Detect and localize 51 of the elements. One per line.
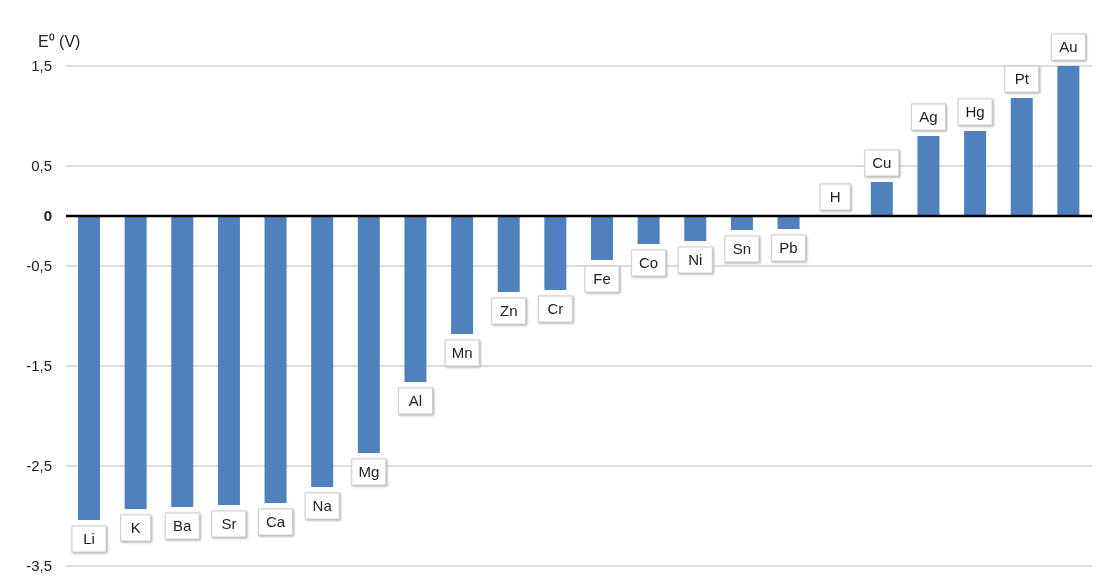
bar bbox=[404, 216, 427, 382]
bar bbox=[497, 216, 520, 292]
y-tick-label: 0,5 bbox=[31, 157, 52, 174]
y-tick-label: -0,5 bbox=[26, 257, 52, 274]
x-tick-label: Co bbox=[639, 254, 659, 271]
bar bbox=[544, 216, 567, 290]
bar bbox=[1010, 98, 1033, 216]
bar bbox=[637, 216, 660, 244]
bar bbox=[311, 216, 334, 487]
bar bbox=[591, 216, 613, 260]
bar bbox=[777, 216, 800, 229]
bar bbox=[264, 216, 287, 503]
bar bbox=[730, 216, 753, 230]
bar bbox=[124, 216, 147, 509]
x-tick-label: Mg bbox=[358, 463, 380, 480]
bar bbox=[217, 216, 240, 505]
y-tick-label: 0 bbox=[43, 207, 52, 224]
y-tick-label: -2,5 bbox=[26, 457, 52, 474]
bar bbox=[684, 216, 707, 241]
x-tick-label: Na bbox=[312, 497, 333, 514]
x-tick-label: K bbox=[130, 519, 141, 536]
x-tick-label: H bbox=[829, 188, 841, 205]
y-tick-label: -3,5 bbox=[26, 557, 52, 574]
x-tick-label: Cr bbox=[547, 300, 564, 317]
x-tick-label: Cu bbox=[872, 154, 892, 171]
bar bbox=[964, 131, 987, 216]
x-tick-label: Sn bbox=[732, 240, 752, 257]
bar bbox=[78, 216, 100, 520]
bar bbox=[870, 182, 893, 216]
y-axis-title: E⁰ (V) bbox=[38, 32, 81, 52]
y-tick-label: -1,5 bbox=[26, 357, 52, 374]
x-tick-label: Pb bbox=[779, 239, 798, 256]
x-tick-label: Ag bbox=[919, 108, 938, 125]
bar bbox=[917, 136, 940, 216]
x-tick-label: Zn bbox=[499, 302, 518, 319]
x-tick-label: Mn bbox=[451, 344, 473, 361]
bar bbox=[451, 216, 474, 334]
x-tick-label: Ba bbox=[173, 517, 193, 534]
bar bbox=[1057, 66, 1080, 216]
x-tick-label: Al bbox=[408, 392, 423, 409]
x-tick-label: Fe bbox=[593, 270, 611, 287]
x-tick-label: Ni bbox=[688, 251, 703, 268]
bar bbox=[357, 216, 380, 453]
bar bbox=[171, 216, 194, 507]
x-tick-label: Sr bbox=[221, 515, 237, 532]
x-tick-label: Au bbox=[1059, 38, 1078, 55]
x-tick-label: Hg bbox=[965, 103, 985, 120]
x-tick-label: Pt bbox=[1014, 70, 1030, 87]
x-tick-label: Ca bbox=[265, 513, 286, 530]
y-tick-label: 1,5 bbox=[31, 57, 52, 74]
x-tick-label: Li bbox=[83, 530, 95, 547]
